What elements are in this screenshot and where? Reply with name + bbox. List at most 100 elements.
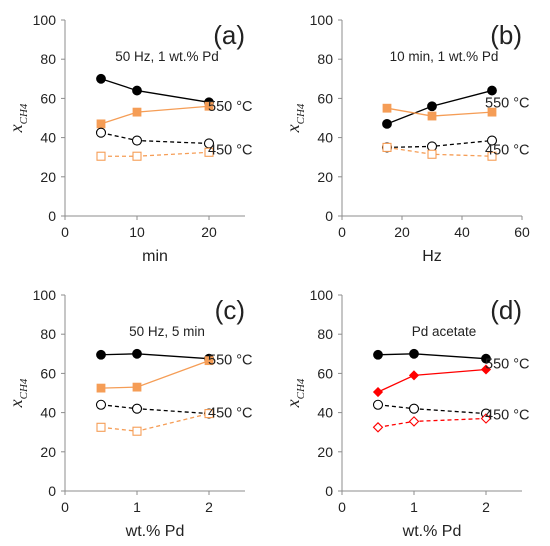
y-axis-label: xCH4 xyxy=(283,103,307,133)
data-point xyxy=(131,403,143,414)
y-tick-label: 60 xyxy=(40,365,56,381)
x-axis-label: wt.% Pd xyxy=(125,523,185,540)
series-4 xyxy=(96,147,214,161)
y-tick-label: 0 xyxy=(48,208,56,224)
data-point xyxy=(204,356,214,366)
y-axis-label: xCH4 xyxy=(283,378,307,408)
data-point xyxy=(408,416,420,427)
series-line xyxy=(377,368,487,393)
data-point xyxy=(96,73,106,84)
x-axis-label: min xyxy=(142,248,168,265)
y-tick-label: 40 xyxy=(40,130,56,146)
data-point xyxy=(427,149,437,159)
x-tick-label: 0 xyxy=(338,224,346,240)
condition-text: Pd acetate xyxy=(412,324,477,339)
data-point xyxy=(409,348,419,359)
condition-text: 10 min, 1 wt.% Pd xyxy=(390,49,499,64)
y-axis-label-subscript: CH4 xyxy=(295,103,307,124)
data-point xyxy=(132,382,142,392)
x-tick-label: 0 xyxy=(338,499,346,515)
data-point xyxy=(132,107,142,117)
data-point xyxy=(372,386,384,398)
y-axis-label-main: x xyxy=(283,124,303,133)
x-tick-label: 0 xyxy=(61,224,69,240)
y-tick-label: 100 xyxy=(33,287,57,303)
y-tick-label: 20 xyxy=(40,169,56,185)
data-point xyxy=(204,101,214,111)
data-point xyxy=(486,135,498,146)
temperature-label: 450 °C xyxy=(208,406,253,422)
data-point xyxy=(481,353,491,364)
data-point xyxy=(95,127,107,138)
series-line xyxy=(100,132,210,145)
data-point xyxy=(132,348,142,359)
data-point xyxy=(95,399,107,410)
x-tick-label: 10 xyxy=(129,224,145,240)
y-axis-label-subscript: CH4 xyxy=(18,103,30,124)
series-4 xyxy=(382,142,497,161)
y-tick-label: 100 xyxy=(310,287,334,303)
panel-3: 0 20 40 60 80 100 0 1 2 wt.% Pd xCH4 (c) 50 Hz, 5 mi… xyxy=(6,287,253,540)
data-point xyxy=(426,141,438,152)
data-point xyxy=(96,119,106,129)
series-1 xyxy=(373,348,491,364)
series-line xyxy=(377,404,487,415)
panel-4: 0 20 40 60 80 100 0 1 2 wt.% Pd xCH4 (d) Pd acetate 5… xyxy=(283,287,530,540)
x-tick-label: 1 xyxy=(410,499,418,515)
series-line xyxy=(386,89,493,125)
y-tick-label: 60 xyxy=(40,90,56,106)
y-tick-label: 80 xyxy=(317,51,333,67)
series-2 xyxy=(96,101,214,129)
condition-text: 50 Hz, 5 min xyxy=(129,324,205,339)
series-line xyxy=(386,139,493,149)
data-point xyxy=(131,135,143,146)
y-tick-label: 0 xyxy=(325,208,333,224)
y-tick-label: 60 xyxy=(317,90,333,106)
y-tick-label: 60 xyxy=(317,365,333,381)
panel-label: (b) xyxy=(490,20,522,50)
series-1 xyxy=(382,85,497,129)
y-axis-label-main: x xyxy=(283,399,303,408)
data-point xyxy=(372,399,384,410)
x-tick-label: 2 xyxy=(205,499,213,515)
data-point xyxy=(427,111,437,121)
panel-1: 0 20 40 60 80 100 0 10 20 min xCH4 (a)50 Hz, 1 wt.%… xyxy=(6,12,253,265)
y-tick-label: 80 xyxy=(317,326,333,342)
data-point xyxy=(427,101,437,112)
y-tick-label: 20 xyxy=(317,169,333,185)
series-2 xyxy=(372,364,492,398)
series-line xyxy=(100,353,210,360)
y-tick-label: 0 xyxy=(325,483,333,499)
data-point xyxy=(96,349,106,360)
series-line xyxy=(100,360,210,389)
panel-label: (a) xyxy=(213,20,245,50)
data-point xyxy=(382,142,392,152)
temperature-label: 450 °C xyxy=(208,142,253,158)
temperature-label: 450 °C xyxy=(485,142,530,158)
temperature-label: 450 °C xyxy=(485,408,530,424)
y-tick-label: 100 xyxy=(310,12,334,28)
data-point xyxy=(96,151,106,161)
series-4 xyxy=(96,409,214,436)
series-line xyxy=(100,105,210,125)
y-axis-label-subscript: CH4 xyxy=(295,378,307,399)
series-line xyxy=(100,78,210,103)
data-point xyxy=(96,422,106,432)
x-tick-label: 40 xyxy=(454,224,470,240)
data-point xyxy=(132,151,142,161)
panel-2: 0 20 40 60 80 100 0 20 40 60 Hz xCH4 (b)10 min, 1 wt… xyxy=(283,12,530,265)
y-tick-label: 40 xyxy=(317,130,333,146)
data-point xyxy=(132,85,142,96)
data-point xyxy=(132,426,142,436)
y-axis-label-main: x xyxy=(6,124,26,133)
series-line xyxy=(377,417,487,428)
series-line xyxy=(100,412,210,432)
x-axis-label: wt.% Pd xyxy=(402,523,462,540)
x-axis-label: Hz xyxy=(422,248,442,265)
y-tick-label: 100 xyxy=(33,12,57,28)
data-point xyxy=(408,370,420,381)
y-axis-label-main: x xyxy=(6,399,26,408)
temperature-label: 550 °C xyxy=(208,353,253,369)
y-tick-label: 80 xyxy=(40,51,56,67)
